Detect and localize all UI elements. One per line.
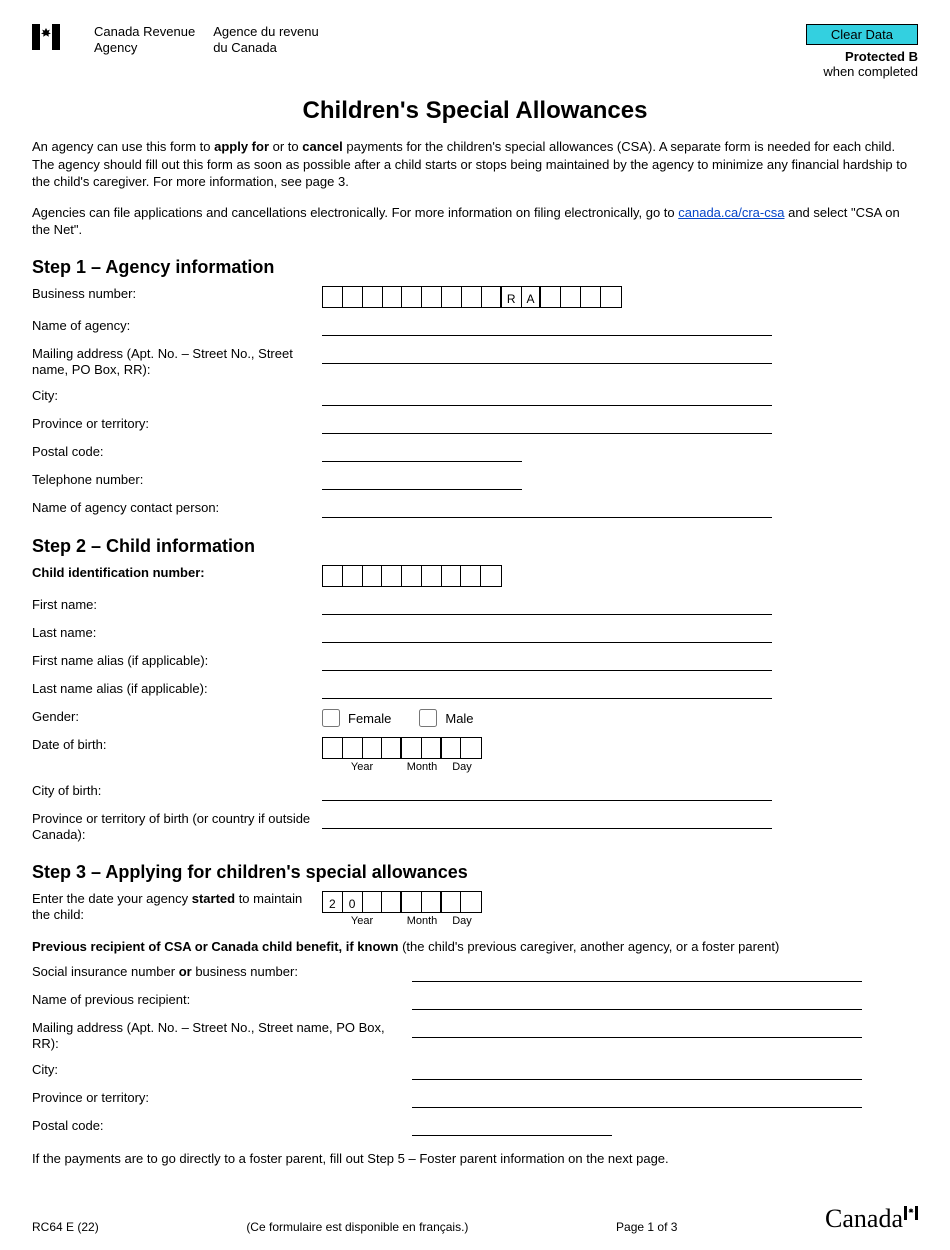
footer-french-note: (Ce formulaire est disponible en françai… — [246, 1220, 468, 1234]
prev-city-input[interactable] — [412, 1062, 862, 1080]
label-province: Province or territory: — [32, 416, 322, 432]
label-child-id: Child identification number: — [32, 565, 322, 581]
cra-csa-link[interactable]: canada.ca/cra-csa — [678, 205, 784, 220]
prev-name-input[interactable] — [412, 992, 862, 1010]
label-last-alias: Last name alias (if applicable): — [32, 681, 322, 697]
label-prev-province: Province or territory: — [32, 1090, 412, 1106]
label-prev-city: City: — [32, 1062, 412, 1078]
contact-person-input[interactable] — [322, 500, 772, 518]
header-agency-block: Canada Revenue Agency Agence du revenu d… — [32, 24, 319, 57]
label-started-date: Enter the date your agency started to ma… — [32, 891, 322, 924]
last-alias-input[interactable] — [322, 681, 772, 699]
sin-input[interactable] — [412, 964, 862, 982]
label-dob: Date of birth: — [32, 737, 322, 753]
label-agency-name: Name of agency: — [32, 318, 322, 334]
label-city-birth: City of birth: — [32, 783, 322, 799]
label-first-alias: First name alias (if applicable): — [32, 653, 322, 669]
label-gender: Gender: — [32, 709, 322, 725]
label-first-name: First name: — [32, 597, 322, 613]
dob-input[interactable] — [322, 737, 482, 759]
province-input[interactable] — [322, 416, 772, 434]
footer-page-number: Page 1 of 3 — [616, 1220, 677, 1234]
step3-note: If the payments are to go directly to a … — [32, 1150, 918, 1168]
label-prev-postal: Postal code: — [32, 1118, 412, 1134]
prev-province-input[interactable] — [412, 1090, 862, 1108]
canada-flag-small-icon — [904, 1206, 918, 1220]
prev-recipient-heading: Previous recipient of CSA or Canada chil… — [32, 939, 918, 954]
prev-mailing-input[interactable] — [412, 1020, 862, 1038]
step1-heading: Step 1 – Agency information — [32, 257, 918, 278]
agency-name-input[interactable] — [322, 318, 772, 336]
label-prev-mailing: Mailing address (Apt. No. – Street No., … — [32, 1020, 412, 1053]
last-name-input[interactable] — [322, 625, 772, 643]
prev-postal-input[interactable] — [412, 1118, 612, 1136]
page-title: Children's Special Allowances — [32, 97, 918, 125]
mailing-address-input[interactable] — [322, 346, 772, 364]
started-date-input[interactable]: 20 — [322, 891, 482, 913]
intro-paragraph-2: Agencies can file applications and cance… — [32, 204, 918, 239]
label-sin: Social insurance number or business numb… — [32, 964, 412, 980]
prov-birth-input[interactable] — [322, 811, 772, 829]
business-number-input[interactable]: RA — [322, 286, 622, 308]
label-telephone: Telephone number: — [32, 472, 322, 488]
gender-female-label: Female — [348, 711, 391, 726]
label-contact-person: Name of agency contact person: — [32, 500, 322, 516]
label-mailing-address: Mailing address (Apt. No. – Street No., … — [32, 346, 322, 379]
label-city: City: — [32, 388, 322, 404]
agency-name-fr-2: du Canada — [213, 40, 319, 56]
label-business-number: Business number: — [32, 286, 322, 302]
first-alias-input[interactable] — [322, 653, 772, 671]
label-last-name: Last name: — [32, 625, 322, 641]
started-date-sublabels: Year Month Day — [322, 915, 918, 927]
telephone-input[interactable] — [322, 472, 522, 490]
step2-heading: Step 2 – Child information — [32, 536, 918, 557]
footer-form-number: RC64 E (22) — [32, 1220, 99, 1234]
intro-paragraph-1: An agency can use this form to apply for… — [32, 138, 918, 191]
clear-data-button[interactable]: Clear Data — [806, 24, 918, 45]
protected-label: Protected B when completed — [806, 49, 918, 79]
agency-name-en-2: Agency — [94, 40, 195, 56]
child-id-input[interactable] — [322, 565, 502, 587]
canada-flag-icon — [32, 24, 82, 50]
gender-male-checkbox[interactable] — [419, 709, 437, 727]
first-name-input[interactable] — [322, 597, 772, 615]
step3-heading: Step 3 – Applying for children's special… — [32, 862, 918, 883]
gender-female-checkbox[interactable] — [322, 709, 340, 727]
label-prev-name: Name of previous recipient: — [32, 992, 412, 1008]
gender-male-label: Male — [445, 711, 473, 726]
label-prov-birth: Province or territory of birth (or count… — [32, 811, 322, 844]
city-birth-input[interactable] — [322, 783, 772, 801]
label-postal-code: Postal code: — [32, 444, 322, 460]
canada-wordmark: Canada — [825, 1204, 918, 1234]
agency-name-fr-1: Agence du revenu — [213, 24, 319, 40]
agency-name-en-1: Canada Revenue — [94, 24, 195, 40]
postal-code-input[interactable] — [322, 444, 522, 462]
dob-sublabels: Year Month Day — [322, 761, 918, 773]
city-input[interactable] — [322, 388, 772, 406]
